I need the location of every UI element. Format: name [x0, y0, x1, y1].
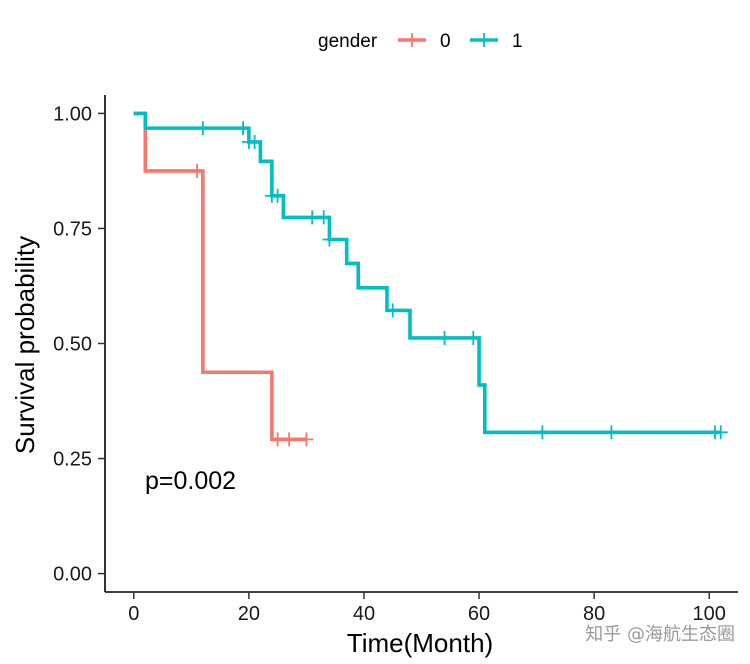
series-0-group — [133, 111, 314, 447]
legend-label-1: 1 — [512, 31, 523, 52]
y-axis-title: Survival probability — [10, 236, 40, 454]
x-tick-label: 80 — [583, 603, 605, 625]
survival-curve-1 — [133, 111, 721, 435]
series-1-group — [133, 111, 728, 440]
legend-key-0 — [398, 33, 426, 47]
x-tick-label: 100 — [693, 603, 726, 625]
y-tick-label: 1.00 — [53, 103, 92, 125]
survival-curve-0 — [133, 111, 307, 442]
legend-key-1 — [470, 33, 498, 47]
p-value-annotation: p=0.002 — [145, 467, 236, 495]
legend-label-0: 0 — [440, 31, 451, 52]
watermark-text: 知乎 @海航生态圈 — [585, 624, 735, 645]
x-axis-title: Time(Month) — [347, 628, 493, 658]
x-tick-label: 60 — [468, 603, 490, 625]
y-tick-label: 0.25 — [53, 449, 92, 471]
y-tick-label: 0.00 — [53, 564, 92, 586]
y-tick-label: 0.75 — [53, 218, 92, 240]
legend: gender 0 1 — [318, 31, 523, 52]
x-tick-label: 40 — [353, 603, 375, 625]
x-tick-label: 20 — [238, 603, 260, 625]
x-tick-label: 0 — [128, 603, 139, 625]
legend-title: gender — [318, 31, 378, 52]
y-tick-label: 0.50 — [53, 334, 92, 356]
